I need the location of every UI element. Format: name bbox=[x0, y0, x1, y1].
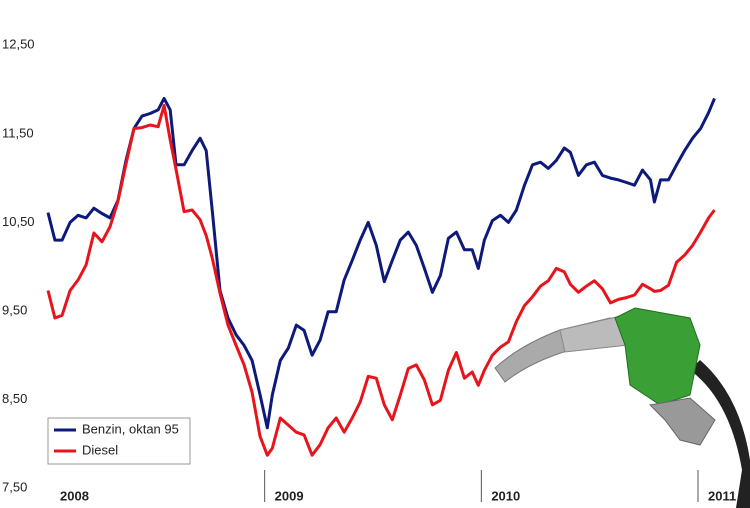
y-tick-label: 8,50 bbox=[2, 391, 27, 406]
legend-label: Diesel bbox=[82, 442, 118, 457]
handle bbox=[614, 307, 701, 406]
x-tick-label: 2008 bbox=[60, 488, 89, 503]
x-tick-label: 2011 bbox=[708, 488, 736, 503]
y-tick-label: 11,50 bbox=[2, 125, 34, 140]
y-tick-label: 9,50 bbox=[2, 302, 27, 317]
x-tick-label: 2009 bbox=[275, 488, 304, 503]
y-tick-label: 10,50 bbox=[2, 214, 35, 229]
hose bbox=[690, 360, 750, 508]
plot-area: 7,50 8,50 9,50 10,50 11,50 12,50 2008 2009 2010 2… bbox=[2, 37, 736, 504]
trigger bbox=[648, 397, 716, 446]
y-tick-label: 7,50 bbox=[2, 479, 27, 494]
fuel-nozzle-illustration bbox=[494, 307, 750, 508]
legend-box bbox=[47, 417, 191, 465]
legend-label: Benzin, oktan 95 bbox=[82, 421, 179, 436]
series-line bbox=[46, 96, 716, 430]
series-line bbox=[46, 104, 716, 457]
y-tick-label: 12,50 bbox=[2, 37, 35, 52]
legend: Benzin, oktan 95 Diesel bbox=[47, 417, 191, 465]
x-tick-label: 2010 bbox=[491, 488, 520, 503]
